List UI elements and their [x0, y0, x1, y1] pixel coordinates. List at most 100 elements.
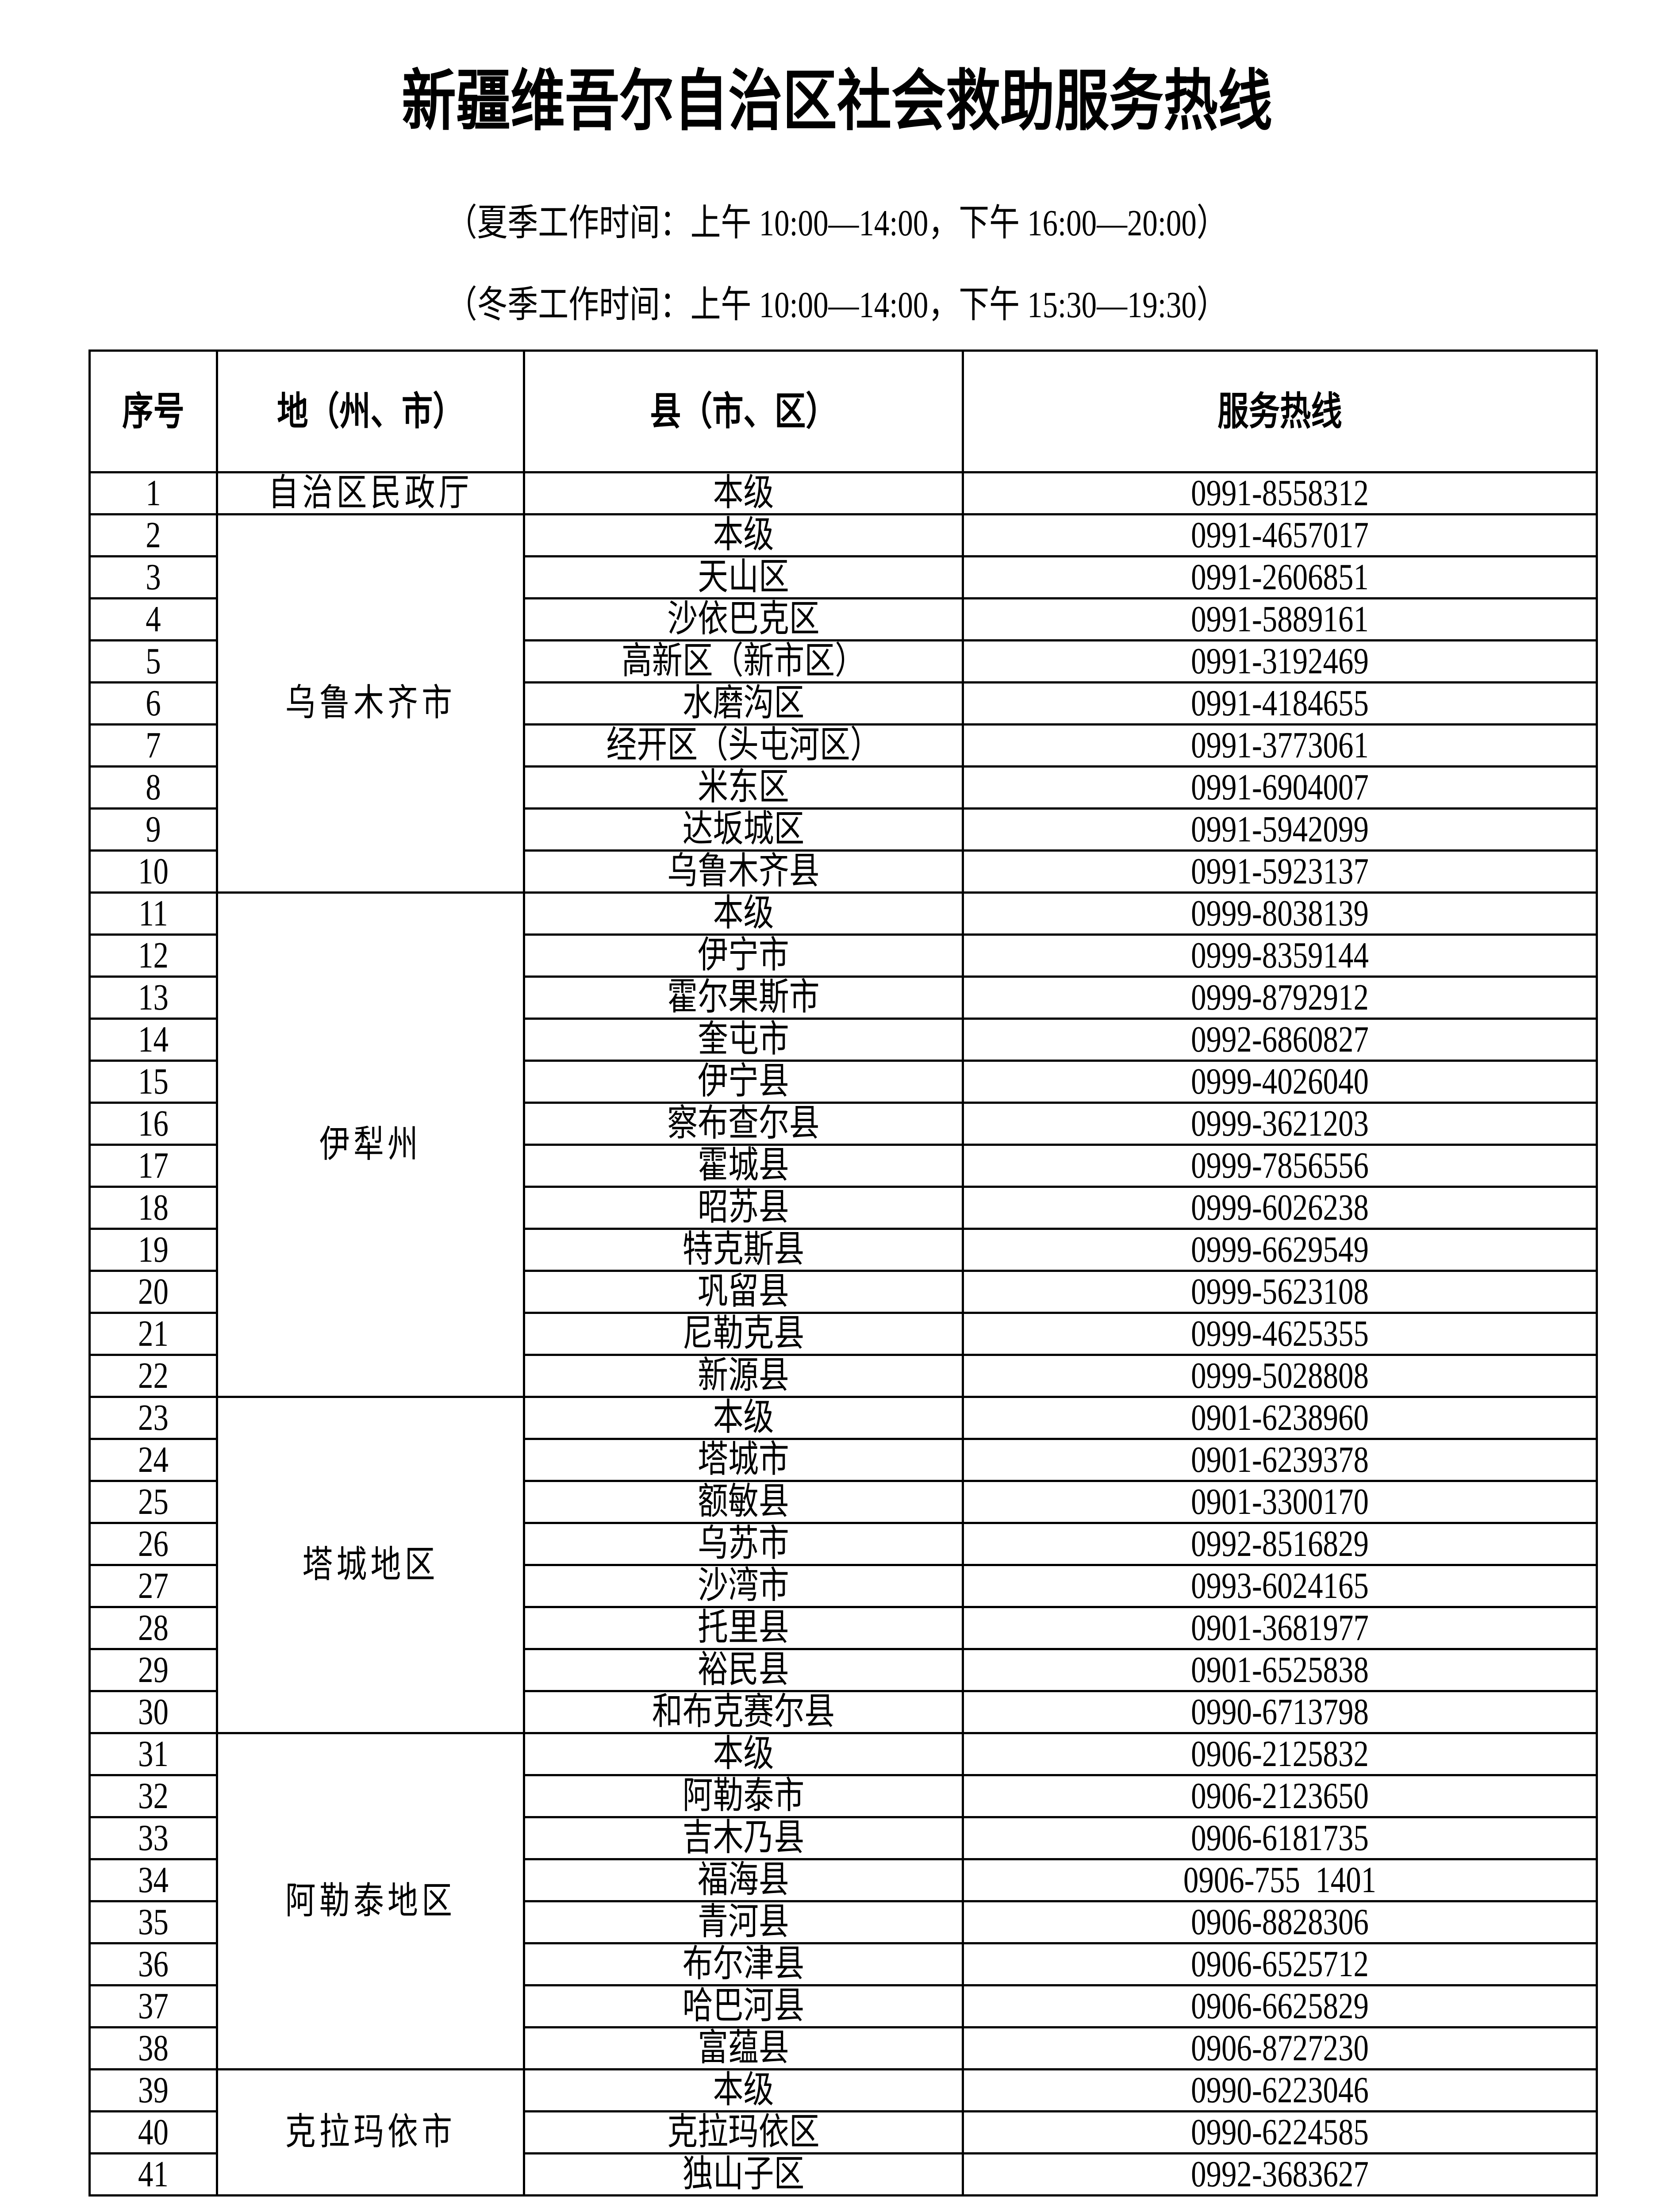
hotline-cell: 0991-8558312: [962, 471, 1598, 515]
region-cell: 乌鲁木齐市: [216, 513, 525, 894]
county-cell: 哈巴河县: [523, 1984, 964, 2028]
table-row: 24 塔城市 0901-6239378: [88, 1438, 1598, 1482]
hotline-cell: 0901-3300170: [962, 1480, 1598, 1524]
hotline-cell: 0999-8792912: [962, 975, 1598, 1020]
hotline-cell: 0906-2125832: [962, 1732, 1598, 1776]
table-row: 27 沙湾市 0993-6024165: [88, 1564, 1598, 1608]
table-row: 14 奎屯市 0992-6860827: [88, 1018, 1598, 1062]
county-cell: 本级: [523, 471, 964, 515]
county-cell: 沙依巴克区: [523, 597, 964, 641]
row-index: 18: [88, 1186, 218, 1230]
row-index: 1: [88, 471, 218, 515]
county-cell: 本级: [523, 891, 964, 936]
table-row: 11 伊犁州 本级 0999-8038139: [88, 891, 1598, 1398]
row-index: 39: [88, 2068, 218, 2112]
county-cell: 霍尔果斯市: [523, 975, 964, 1020]
header-hotline: 服务热线: [962, 349, 1598, 473]
county-cell: 布尔津县: [523, 1942, 964, 1986]
hotline-cell: 0999-5623108: [962, 1270, 1598, 1314]
county-cell: 阿勒泰市: [523, 1774, 964, 1818]
table-row: 25 额敏县 0901-3300170: [88, 1480, 1598, 1524]
hotline-cell: 0999-8038139: [962, 891, 1598, 936]
hotline-cell: 0991-5942099: [962, 807, 1598, 852]
county-cell: 托里县: [523, 1606, 964, 1650]
table-row: 16 察布查尔县 0999-3621203: [88, 1102, 1598, 1146]
county-cell: 吉木乃县: [523, 1816, 964, 1860]
row-index: 35: [88, 1900, 218, 1944]
hotline-cell: 0990-6223046: [962, 2068, 1598, 2112]
county-cell: 新源县: [523, 1354, 964, 1398]
county-cell: 巩留县: [523, 1270, 964, 1314]
row-index: 32: [88, 1774, 218, 1818]
header-region: 地（州、市）: [216, 349, 525, 473]
header-index: 序号: [88, 349, 218, 473]
table-row: 19 特克斯县 0999-6629549: [88, 1228, 1598, 1272]
row-index: 13: [88, 975, 218, 1020]
hotline-cell: 0999-4026040: [962, 1060, 1598, 1104]
county-cell: 天山区: [523, 555, 964, 599]
row-index: 23: [88, 1396, 218, 1440]
row-index: 21: [88, 1312, 218, 1356]
row-index: 27: [88, 1564, 218, 1608]
page-title: 新疆维吾尔自治区社会救助服务热线: [401, 65, 1272, 138]
header-county: 县（市、区）: [523, 349, 964, 473]
region-cell: 自治区民政厅: [216, 471, 525, 515]
region-cell: 塔城地区: [216, 1396, 525, 1734]
hotline-cell: 0901-6238960: [962, 1396, 1598, 1440]
table-row: 37 哈巴河县 0906-6625829: [88, 1984, 1598, 2028]
hotline-cell: 0906-8727230: [962, 2026, 1598, 2070]
table-row: 34 福海县 0906-755 1401: [88, 1858, 1598, 1902]
table-header-row: 序号 地（州、市） 县（市、区） 服务热线: [88, 349, 1598, 473]
table-row: 36 布尔津县 0906-6525712: [88, 1942, 1598, 1986]
hotline-cell: 0999-6026238: [962, 1186, 1598, 1230]
row-index: 9: [88, 807, 218, 852]
county-cell: 青河县: [523, 1900, 964, 1944]
table-row: 10 乌鲁木齐县 0991-5923137: [88, 849, 1598, 894]
county-cell: 水磨沟区: [523, 681, 964, 726]
table-row: 31 阿勒泰地区 本级 0906-2125832: [88, 1732, 1598, 2070]
county-cell: 乌鲁木齐县: [523, 849, 964, 894]
winter-hours: （冬季工作时间：上午 10:00—14:00，下午 15:30—19:30）: [446, 284, 1228, 326]
hotline-cell: 0906-8828306: [962, 1900, 1598, 1944]
county-cell: 达坂城区: [523, 807, 964, 852]
hotline-cell: 0906-6625829: [962, 1984, 1598, 2028]
table-row: 12 伊宁市 0999-8359144: [88, 933, 1598, 978]
hotline-table: 序号 地（州、市） 县（市、区） 服务热线 1 自治区民政厅 本级 0991-8558…: [88, 349, 1598, 2197]
table-row: 30 和布克赛尔县 0990-6713798: [88, 1690, 1598, 1734]
county-cell: 伊宁县: [523, 1060, 964, 1104]
hotline-cell: 0906-6181735: [962, 1816, 1598, 1860]
county-cell: 乌苏市: [523, 1522, 964, 1566]
row-index: 15: [88, 1060, 218, 1104]
row-index: 41: [88, 2152, 218, 2197]
hotline-cell: 0999-4625355: [962, 1312, 1598, 1356]
table-row: 32 阿勒泰市 0906-2123650: [88, 1774, 1598, 1818]
row-index: 20: [88, 1270, 218, 1314]
table-row: 21 尼勒克县 0999-4625355: [88, 1312, 1598, 1356]
row-index: 4: [88, 597, 218, 641]
region-cell: 阿勒泰地区: [216, 1732, 525, 2070]
row-index: 11: [88, 891, 218, 936]
table-row: 39 克拉玛依市 本级 0990-6223046: [88, 2068, 1598, 2197]
county-cell: 察布查尔县: [523, 1102, 964, 1146]
county-cell: 奎屯市: [523, 1018, 964, 1062]
hotline-cell: 0991-4184655: [962, 681, 1598, 726]
row-index: 19: [88, 1228, 218, 1272]
row-index: 12: [88, 933, 218, 978]
hotline-cell: 0999-6629549: [962, 1228, 1598, 1272]
row-index: 22: [88, 1354, 218, 1398]
county-cell: 昭苏县: [523, 1186, 964, 1230]
table-row: 38 富蕴县 0906-8727230: [88, 2026, 1598, 2070]
county-cell: 经开区（头屯河区）: [523, 723, 964, 768]
county-cell: 塔城市: [523, 1438, 964, 1482]
row-index: 16: [88, 1102, 218, 1146]
row-index: 30: [88, 1690, 218, 1734]
county-cell: 霍城县: [523, 1144, 964, 1188]
hotline-cell: 0990-6713798: [962, 1690, 1598, 1734]
table-row: 17 霍城县 0999-7856556: [88, 1144, 1598, 1188]
row-index: 5: [88, 639, 218, 684]
table-row: 33 吉木乃县 0906-6181735: [88, 1816, 1598, 1860]
county-cell: 特克斯县: [523, 1228, 964, 1272]
row-index: 29: [88, 1648, 218, 1692]
row-index: 38: [88, 2026, 218, 2070]
county-cell: 和布克赛尔县: [523, 1690, 964, 1734]
